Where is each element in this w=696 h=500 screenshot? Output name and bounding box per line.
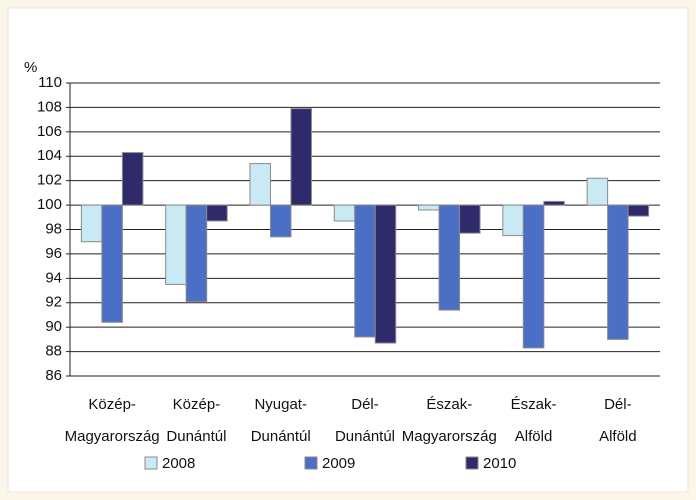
bar: [586, 177, 609, 206]
x-tick-label: Magyarország: [402, 428, 497, 445]
x-tick-label: Magyarország: [65, 428, 160, 445]
y-tick-label: 108: [37, 98, 62, 115]
y-tick-label: 88: [45, 343, 62, 360]
bar: [290, 108, 312, 206]
bar: [101, 204, 123, 323]
bar: [249, 163, 271, 206]
bar: [418, 204, 440, 211]
x-tick-label: Észak-: [511, 396, 557, 413]
y-tick-label: 96: [45, 245, 62, 262]
x-tick-label: Alföld: [515, 428, 553, 445]
x-tick-label: Dél-: [351, 396, 379, 413]
legend-swatch: [144, 456, 158, 470]
legend-label: 2009: [322, 455, 355, 472]
x-tick-label: Nyugat-: [254, 396, 307, 413]
bar: [502, 204, 524, 237]
y-tick-label: 90: [45, 318, 62, 335]
y-tick-label: 106: [37, 123, 62, 140]
x-tick-label: Dunántúl: [251, 428, 311, 445]
bar: [165, 204, 187, 285]
bar: [459, 204, 481, 234]
y-tick-label: 104: [37, 147, 62, 164]
y-tick-label: 100: [37, 196, 62, 213]
bar: [333, 204, 356, 222]
y-tick-label: 98: [45, 220, 62, 237]
bar: [374, 204, 397, 344]
y-tick-label: 86: [45, 367, 62, 384]
y-axis-label: %: [24, 59, 37, 76]
bar: [121, 152, 144, 206]
bar: [522, 204, 545, 349]
legend-label: 2008: [162, 455, 195, 472]
legend-swatch: [465, 456, 479, 470]
bar: [354, 204, 376, 338]
legend-swatch: [304, 456, 318, 470]
x-tick-label: Közép-: [88, 396, 136, 413]
bar: [543, 200, 565, 206]
bar: [607, 204, 629, 340]
legend-label: 2010: [483, 455, 516, 472]
y-tick-label: 92: [45, 294, 62, 311]
x-tick-label: Dél-: [604, 396, 632, 413]
x-tick-label: Közép-: [173, 396, 221, 413]
x-tick-label: Dunántúl: [166, 428, 226, 445]
x-tick-label: Dunántúl: [335, 428, 395, 445]
bar: [206, 204, 228, 222]
bar: [185, 204, 208, 303]
x-tick-label: Észak-: [426, 396, 472, 413]
bar: [438, 204, 461, 311]
y-tick-label: 110: [38, 74, 62, 91]
x-tick-label: Alföld: [599, 428, 637, 445]
bar: [269, 204, 292, 238]
bar: [627, 204, 650, 217]
bar: [80, 204, 103, 243]
y-tick-label: 102: [37, 172, 62, 189]
y-tick-label: 94: [45, 269, 62, 286]
